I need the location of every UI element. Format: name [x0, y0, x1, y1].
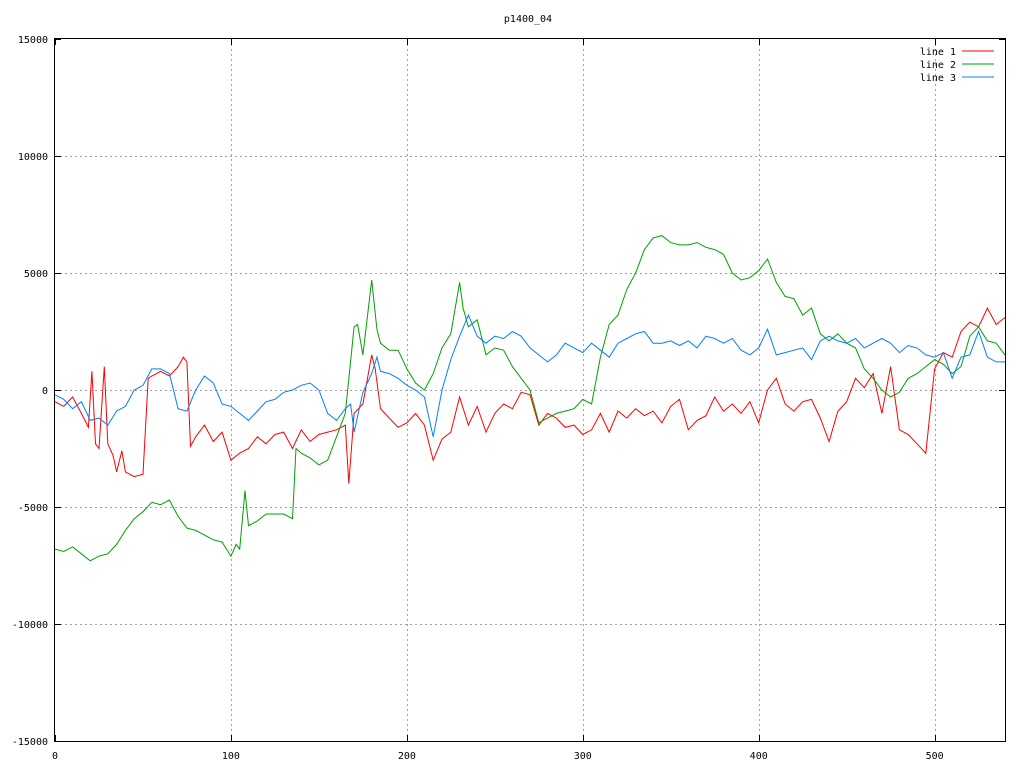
chart-title: p1400_04 [504, 14, 552, 25]
y-tick-label: -10000 [12, 620, 48, 631]
series-line-3 [54, 313, 1005, 437]
series-lines [54, 235, 1006, 562]
x-tick-label: 400 [750, 751, 768, 762]
x-tick-label: 200 [398, 751, 416, 762]
y-tick-label: 5000 [24, 269, 48, 280]
y-tick-label: 15000 [18, 35, 48, 46]
x-tick-label: 300 [574, 751, 592, 762]
y-axis-ticks: -15000 -10000 -5000 0 5000 10000 15000 [12, 35, 1005, 748]
x-tick-label: 500 [926, 751, 944, 762]
x-tick-label: 0 [52, 751, 58, 762]
plot-frame [54, 38, 1006, 742]
series-line-2 [54, 235, 1006, 562]
y-tick-label: -15000 [12, 737, 48, 748]
legend-label: line 3 [920, 73, 956, 84]
legend-label: line 2 [920, 60, 956, 71]
y-tick-label: -5000 [18, 503, 48, 514]
x-tick-label: 100 [222, 751, 240, 762]
legend: line 1 line 2 line 3 [920, 47, 994, 84]
series-line-1 [54, 306, 1006, 484]
x-axis-ticks: 0 100 200 300 400 500 [52, 39, 944, 762]
legend-label: line 1 [920, 47, 956, 58]
y-tick-label: 10000 [18, 152, 48, 163]
y-tick-label: 0 [42, 386, 48, 397]
